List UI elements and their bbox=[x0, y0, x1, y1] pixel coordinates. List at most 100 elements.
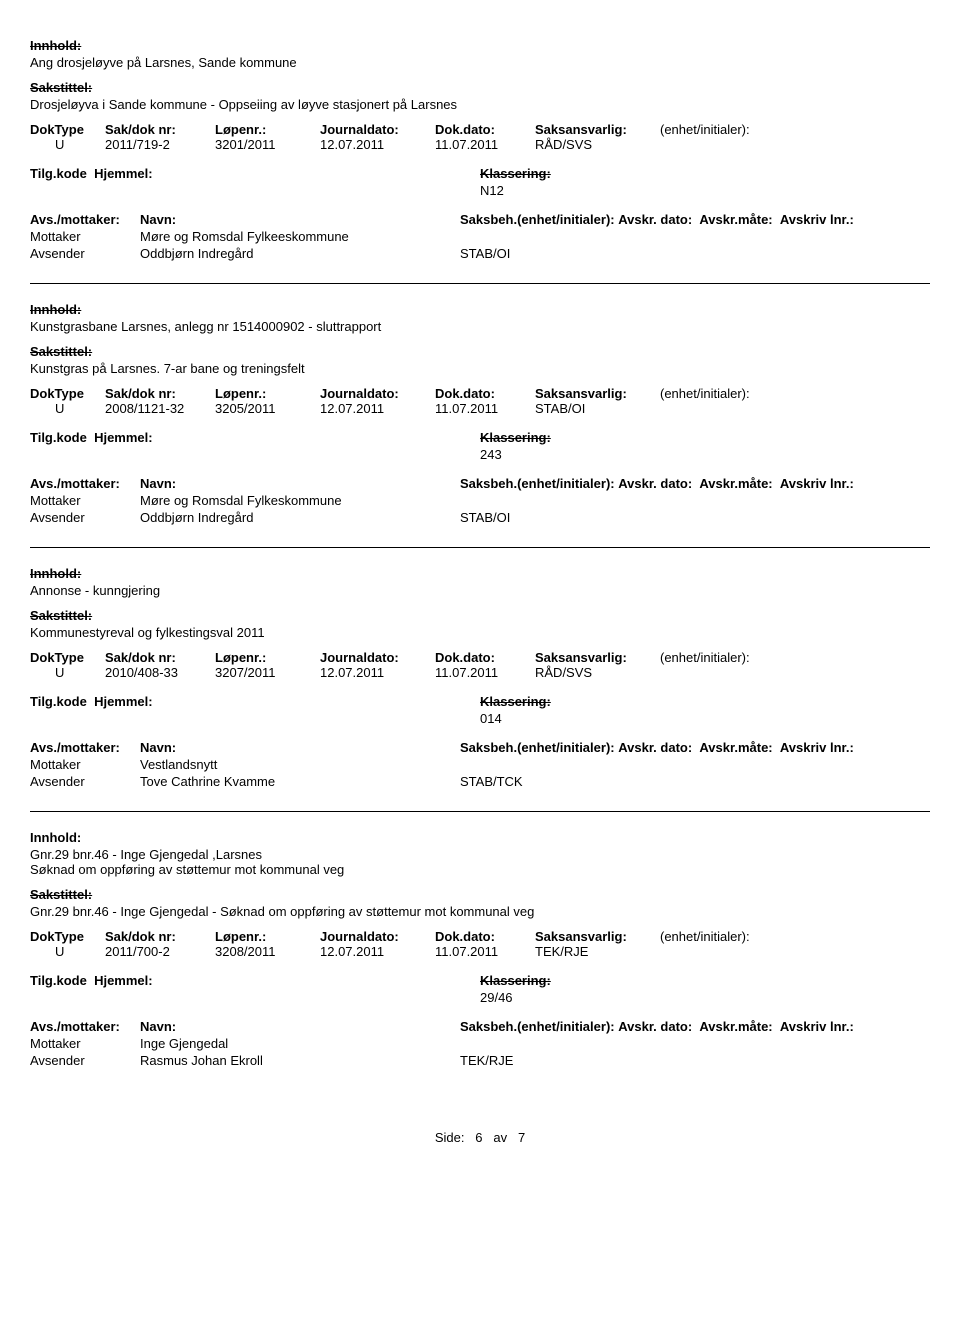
hdr-doktype: DokType bbox=[30, 929, 105, 944]
val-journaldato: 12.07.2011 bbox=[320, 944, 435, 959]
val-dokdato: 11.07.2011 bbox=[435, 137, 535, 152]
avs-header-row: Avs./mottaker: Navn: Saksbeh.(enhet/init… bbox=[30, 1019, 930, 1034]
hdr-avsmot: Avs./mottaker: bbox=[30, 740, 140, 755]
journal-entry: Innhold: Annonse - kunngjering Sakstitte… bbox=[30, 548, 930, 812]
innhold-text: Annonse - kunngjering bbox=[30, 583, 930, 598]
avsender-code: TEK/RJE bbox=[460, 1053, 513, 1068]
hdr-doktype: DokType bbox=[30, 386, 105, 401]
side-label: Side: bbox=[435, 1130, 465, 1145]
hdr-avskrdato: Avskr. dato: bbox=[618, 476, 692, 491]
val-journaldato: 12.07.2011 bbox=[320, 401, 435, 416]
mottaker-name: Inge Gjengedal bbox=[140, 1036, 460, 1051]
hdr-avskrdato: Avskr. dato: bbox=[618, 1019, 692, 1034]
hjemmel-label: Hjemmel: bbox=[94, 973, 153, 988]
tilgkode-label: Tilg.kode bbox=[30, 166, 87, 181]
tilg-klass-row: Tilg.kode Hjemmel: Klassering: 014 bbox=[30, 694, 930, 726]
innhold-text: Ang drosjeløyve på Larsnes, Sande kommun… bbox=[30, 55, 930, 70]
klassering-value: N12 bbox=[480, 183, 930, 198]
hdr-dokdato: Dok.dato: bbox=[435, 122, 535, 137]
av-label: av bbox=[493, 1130, 507, 1145]
klassering-label: Klassering: bbox=[480, 430, 551, 445]
sakstittel-label: Sakstittel: bbox=[30, 344, 92, 359]
meta-header-row: DokType Sak/dok nr: Løpenr.: Journaldato… bbox=[30, 650, 930, 665]
innhold-label: Innhold: bbox=[30, 566, 81, 581]
meta-value-row: U 2008/1121-32 3205/2011 12.07.2011 11.0… bbox=[30, 401, 930, 416]
val-sakdoknr: 2011/719-2 bbox=[105, 137, 215, 152]
hdr-lopenr: Løpenr.: bbox=[215, 650, 320, 665]
mottaker-label: Mottaker bbox=[30, 757, 140, 772]
page-total: 7 bbox=[518, 1130, 525, 1145]
val-dokdato: 11.07.2011 bbox=[435, 401, 535, 416]
sakstittel-label: Sakstittel: bbox=[30, 80, 92, 95]
hdr-journaldato: Journaldato: bbox=[320, 650, 435, 665]
avsender-row: Avsender Oddbjørn Indregård STAB/OI bbox=[30, 246, 930, 261]
val-doktype: U bbox=[55, 401, 105, 416]
meta-value-row: U 2010/408-33 3207/2011 12.07.2011 11.07… bbox=[30, 665, 930, 680]
hdr-lopenr: Løpenr.: bbox=[215, 386, 320, 401]
tilgkode-label: Tilg.kode bbox=[30, 430, 87, 445]
hdr-lopenr: Løpenr.: bbox=[215, 929, 320, 944]
mottaker-row: Mottaker Inge Gjengedal bbox=[30, 1036, 930, 1051]
hdr-avskrivlnr: Avskriv lnr.: bbox=[780, 476, 854, 491]
avsender-label: Avsender bbox=[30, 246, 140, 261]
sakstittel-label: Sakstittel: bbox=[30, 608, 92, 623]
hdr-dokdato: Dok.dato: bbox=[435, 386, 535, 401]
val-saksansvarlig: STAB/OI bbox=[535, 401, 585, 416]
meta-value-row: U 2011/700-2 3208/2011 12.07.2011 11.07.… bbox=[30, 944, 930, 959]
hdr-sakdoknr: Sak/dok nr: bbox=[105, 122, 215, 137]
hdr-avskrmate: Avskr.måte: bbox=[699, 1019, 772, 1034]
val-doktype: U bbox=[55, 665, 105, 680]
hdr-sakdoknr: Sak/dok nr: bbox=[105, 929, 215, 944]
hdr-enhet2: (enhet/initialer): bbox=[517, 740, 615, 755]
hjemmel-label: Hjemmel: bbox=[94, 166, 153, 181]
val-journaldato: 12.07.2011 bbox=[320, 137, 435, 152]
avsender-name: Oddbjørn Indregård bbox=[140, 510, 460, 525]
avsender-name: Tove Cathrine Kvamme bbox=[140, 774, 460, 789]
klassering-value: 243 bbox=[480, 447, 930, 462]
hdr-sakdoknr: Sak/dok nr: bbox=[105, 650, 215, 665]
innhold-text: Kunstgrasbane Larsnes, anlegg nr 1514000… bbox=[30, 319, 930, 334]
hdr-avskrdato: Avskr. dato: bbox=[618, 740, 692, 755]
mottaker-row: Mottaker Møre og Romsdal Fylkeeskommune bbox=[30, 229, 930, 244]
mottaker-name: Møre og Romsdal Fylkeskommune bbox=[140, 493, 460, 508]
hdr-saksbeh: Saksbeh. bbox=[460, 1019, 517, 1034]
val-doktype: U bbox=[55, 137, 105, 152]
hdr-avskrivlnr: Avskriv lnr.: bbox=[780, 1019, 854, 1034]
val-sakdoknr: 2011/700-2 bbox=[105, 944, 215, 959]
val-dokdato: 11.07.2011 bbox=[435, 944, 535, 959]
val-lopenr: 3205/2011 bbox=[215, 401, 320, 416]
klassering-label: Klassering: bbox=[480, 973, 551, 988]
innhold-text: Gnr.29 bnr.46 - Inge Gjengedal ,Larsnes bbox=[30, 847, 930, 862]
hdr-saksbeh: Saksbeh. bbox=[460, 740, 517, 755]
val-saksansvarlig: RÅD/SVS bbox=[535, 665, 592, 680]
hdr-journaldato: Journaldato: bbox=[320, 122, 435, 137]
avsender-code: STAB/OI bbox=[460, 246, 510, 261]
avsender-label: Avsender bbox=[30, 510, 140, 525]
hdr-avskrdato: Avskr. dato: bbox=[618, 212, 692, 227]
avsender-row: Avsender Rasmus Johan Ekroll TEK/RJE bbox=[30, 1053, 930, 1068]
hdr-navn: Navn: bbox=[140, 1019, 460, 1034]
hdr-saksansvarlig: Saksansvarlig: bbox=[535, 650, 660, 665]
journal-entry: Innhold: Gnr.29 bnr.46 - Inge Gjengedal … bbox=[30, 812, 930, 1090]
hdr-avskrmate: Avskr.måte: bbox=[699, 212, 772, 227]
klassering-value: 014 bbox=[480, 711, 930, 726]
val-doktype: U bbox=[55, 944, 105, 959]
meta-header-row: DokType Sak/dok nr: Løpenr.: Journaldato… bbox=[30, 386, 930, 401]
klassering-label: Klassering: bbox=[480, 694, 551, 709]
avs-header-row: Avs./mottaker: Navn: Saksbeh.(enhet/init… bbox=[30, 476, 930, 491]
avsender-label: Avsender bbox=[30, 774, 140, 789]
hdr-saksansvarlig: Saksansvarlig: bbox=[535, 122, 660, 137]
meta-header-row: DokType Sak/dok nr: Løpenr.: Journaldato… bbox=[30, 929, 930, 944]
hdr-avskrmate: Avskr.måte: bbox=[699, 476, 772, 491]
journal-page: Innhold: Ang drosjeløyve på Larsnes, San… bbox=[0, 0, 960, 1175]
val-saksansvarlig: TEK/RJE bbox=[535, 944, 588, 959]
innhold-label: Innhold: bbox=[30, 302, 81, 317]
hdr-avskrmate: Avskr.måte: bbox=[699, 740, 772, 755]
hdr-sakdoknr: Sak/dok nr: bbox=[105, 386, 215, 401]
val-sakdoknr: 2010/408-33 bbox=[105, 665, 215, 680]
tilgkode-label: Tilg.kode bbox=[30, 973, 87, 988]
hdr-navn: Navn: bbox=[140, 476, 460, 491]
mottaker-name: Vestlandsnytt bbox=[140, 757, 460, 772]
hdr-avsmot: Avs./mottaker: bbox=[30, 212, 140, 227]
val-lopenr: 3207/2011 bbox=[215, 665, 320, 680]
